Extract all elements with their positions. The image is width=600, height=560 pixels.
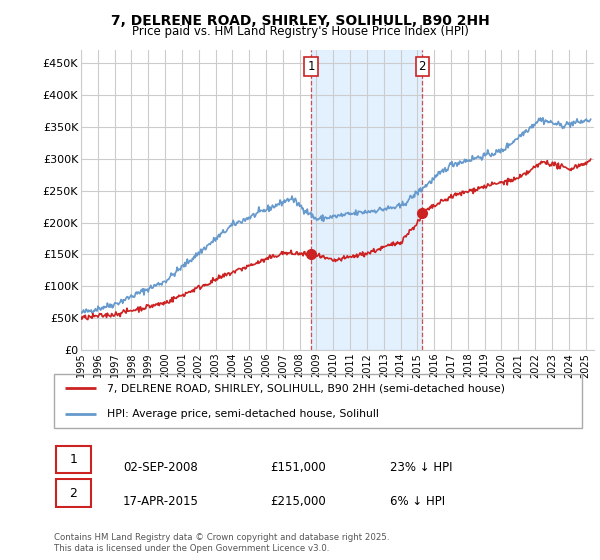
Text: Price paid vs. HM Land Registry's House Price Index (HPI): Price paid vs. HM Land Registry's House …: [131, 25, 469, 38]
Text: 1: 1: [70, 453, 77, 466]
Text: 7, DELRENE ROAD, SHIRLEY, SOLIHULL, B90 2HH: 7, DELRENE ROAD, SHIRLEY, SOLIHULL, B90 …: [110, 14, 490, 28]
Text: £151,000: £151,000: [270, 461, 326, 474]
Text: 2: 2: [70, 487, 77, 500]
Text: HPI: Average price, semi-detached house, Solihull: HPI: Average price, semi-detached house,…: [107, 409, 379, 418]
Text: 1: 1: [307, 60, 314, 73]
Text: 7, DELRENE ROAD, SHIRLEY, SOLIHULL, B90 2HH (semi-detached house): 7, DELRENE ROAD, SHIRLEY, SOLIHULL, B90 …: [107, 384, 505, 393]
Bar: [311, 50, 422, 350]
Text: 23% ↓ HPI: 23% ↓ HPI: [390, 461, 452, 474]
Text: 17-APR-2015: 17-APR-2015: [123, 494, 199, 508]
Text: £215,000: £215,000: [270, 494, 326, 508]
Text: 6% ↓ HPI: 6% ↓ HPI: [390, 494, 445, 508]
Text: Contains HM Land Registry data © Crown copyright and database right 2025.
This d: Contains HM Land Registry data © Crown c…: [54, 533, 389, 553]
Text: 2: 2: [419, 60, 426, 73]
Text: 02-SEP-2008: 02-SEP-2008: [123, 461, 198, 474]
